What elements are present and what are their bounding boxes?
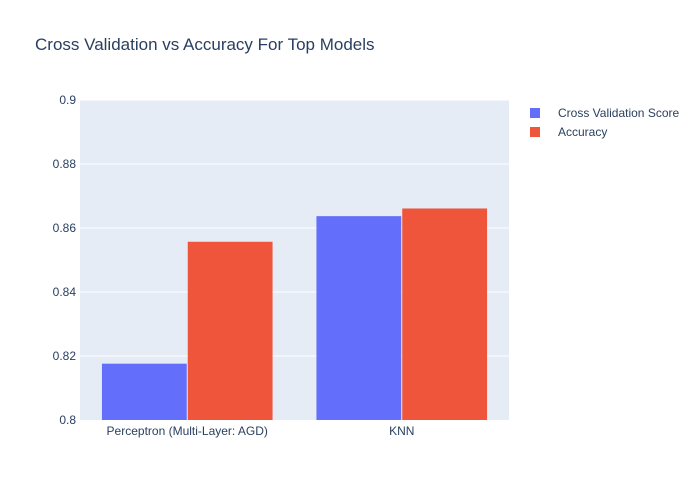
legend-swatch bbox=[530, 108, 540, 118]
y-tick-label: 0.9 bbox=[59, 93, 76, 107]
y-tick-label: 0.86 bbox=[53, 221, 77, 235]
chart-title: Cross Validation vs Accuracy For Top Mod… bbox=[35, 35, 375, 54]
legend-swatch bbox=[530, 127, 540, 137]
y-tick-label: 0.88 bbox=[53, 157, 77, 171]
y-tick-label: 0.82 bbox=[53, 349, 77, 363]
bar-accuracy bbox=[187, 241, 273, 420]
legend: Cross Validation Score Accuracy bbox=[530, 106, 679, 139]
legend-label: Accuracy bbox=[558, 125, 607, 139]
x-axis-ticks: Perceptron (Multi-Layer: AGD) KNN bbox=[107, 424, 415, 438]
bar-cross-validation-score bbox=[316, 216, 402, 420]
y-tick-label: 0.84 bbox=[53, 285, 77, 299]
bar-accuracy bbox=[402, 208, 488, 420]
y-axis-ticks: 0.8 0.82 0.84 0.86 0.88 0.9 bbox=[53, 93, 77, 427]
y-tick-label: 0.8 bbox=[59, 413, 76, 427]
x-tick-label: Perceptron (Multi-Layer: AGD) bbox=[107, 424, 268, 438]
legend-label: Cross Validation Score bbox=[558, 106, 679, 120]
bar-cross-validation-score bbox=[101, 363, 187, 420]
x-tick-label: KNN bbox=[389, 424, 414, 438]
bars bbox=[101, 208, 488, 420]
